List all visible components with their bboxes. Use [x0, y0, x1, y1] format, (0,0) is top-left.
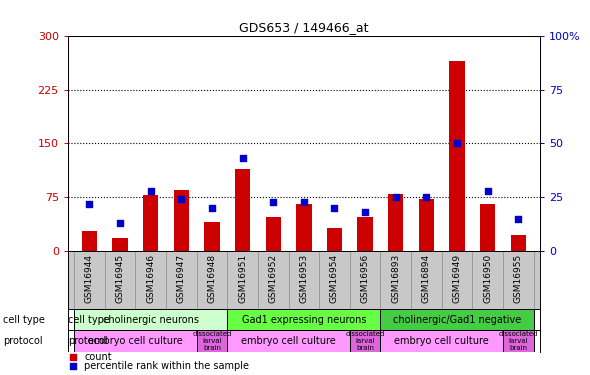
Bar [258, 251, 289, 309]
Text: protocol: protocol [3, 336, 42, 346]
Bar [381, 251, 411, 309]
Bar [350, 251, 381, 309]
Bar [74, 251, 104, 309]
Bar [135, 251, 166, 309]
Text: embryo cell culture: embryo cell culture [88, 336, 183, 346]
Bar [266, 217, 281, 251]
Bar [388, 194, 404, 251]
Text: dissociated
larval
brain: dissociated larval brain [192, 331, 232, 351]
Bar [143, 195, 158, 251]
Bar [296, 204, 312, 251]
Text: GSM16956: GSM16956 [360, 254, 370, 303]
Bar [442, 251, 473, 309]
Text: GSM16893: GSM16893 [391, 254, 400, 303]
Point [422, 194, 431, 200]
Bar [227, 330, 350, 352]
Text: dissociated
larval
brain: dissociated larval brain [346, 331, 385, 351]
Text: GSM16953: GSM16953 [299, 254, 309, 303]
Point [330, 205, 339, 211]
Bar [358, 217, 373, 251]
Bar [503, 251, 534, 309]
Bar [204, 222, 219, 251]
Bar [74, 309, 227, 330]
Bar [289, 251, 319, 309]
Point [207, 205, 217, 211]
Point [514, 216, 523, 222]
Bar [503, 330, 534, 352]
Bar [196, 330, 227, 352]
Point [176, 196, 186, 202]
Text: GSM16955: GSM16955 [514, 254, 523, 303]
Text: cholinergic/Gad1 negative: cholinergic/Gad1 negative [393, 315, 521, 325]
Bar [196, 251, 227, 309]
Point [238, 156, 247, 162]
Bar [473, 251, 503, 309]
Text: GSM16945: GSM16945 [116, 254, 124, 303]
Bar [381, 330, 503, 352]
Bar [173, 190, 189, 251]
Bar [166, 251, 196, 309]
Bar [227, 309, 381, 330]
Point [453, 140, 462, 146]
Bar [450, 61, 465, 251]
Bar [227, 251, 258, 309]
Bar [81, 231, 97, 251]
Bar [419, 200, 434, 251]
Point [268, 199, 278, 205]
Text: cell type: cell type [68, 315, 110, 325]
Text: GSM16947: GSM16947 [177, 254, 186, 303]
Point [68, 363, 77, 369]
Bar [411, 251, 442, 309]
Text: count: count [84, 352, 112, 362]
Text: cholinergic neurons: cholinergic neurons [103, 315, 199, 325]
Text: embryo cell culture: embryo cell culture [241, 336, 336, 346]
Bar [381, 309, 534, 330]
Bar [74, 330, 196, 352]
Text: embryo cell culture: embryo cell culture [394, 336, 489, 346]
Bar [319, 251, 350, 309]
Point [146, 188, 155, 194]
Bar [112, 238, 127, 251]
Bar [511, 236, 526, 251]
Point [391, 194, 401, 200]
Bar [104, 251, 135, 309]
Text: GSM16952: GSM16952 [268, 254, 278, 303]
Text: GSM16946: GSM16946 [146, 254, 155, 303]
Text: GSM16951: GSM16951 [238, 254, 247, 303]
Bar [480, 204, 496, 251]
Bar [235, 168, 250, 251]
Bar [350, 330, 381, 352]
Point [115, 220, 124, 226]
Point [299, 199, 309, 205]
Text: protocol: protocol [68, 336, 108, 346]
Point [84, 201, 94, 207]
Point [68, 354, 77, 360]
Text: cell type: cell type [3, 315, 45, 325]
Text: GSM16949: GSM16949 [453, 254, 461, 303]
Text: percentile rank within the sample: percentile rank within the sample [84, 362, 250, 372]
Text: GSM16950: GSM16950 [483, 254, 492, 303]
Bar [327, 228, 342, 251]
Text: Gad1 expressing neurons: Gad1 expressing neurons [241, 315, 366, 325]
Text: GSM16944: GSM16944 [85, 254, 94, 303]
Title: GDS653 / 149466_at: GDS653 / 149466_at [239, 21, 369, 34]
Point [360, 209, 370, 215]
Text: GSM16948: GSM16948 [208, 254, 217, 303]
Point [483, 188, 493, 194]
Text: GSM16954: GSM16954 [330, 254, 339, 303]
Text: dissociated
larval
brain: dissociated larval brain [499, 331, 538, 351]
Text: GSM16894: GSM16894 [422, 254, 431, 303]
